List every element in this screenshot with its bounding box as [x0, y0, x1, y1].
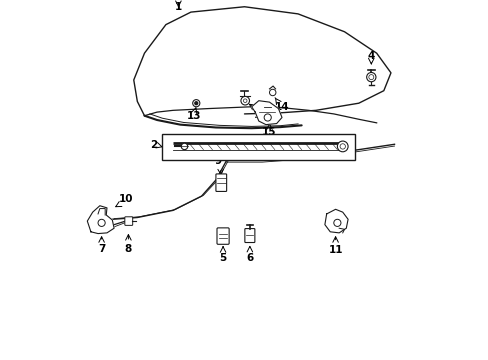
- Circle shape: [337, 141, 347, 152]
- Text: 15: 15: [262, 127, 276, 137]
- FancyBboxPatch shape: [217, 228, 229, 244]
- Polygon shape: [87, 206, 114, 234]
- Text: 2: 2: [150, 140, 157, 150]
- Circle shape: [243, 99, 246, 103]
- Circle shape: [194, 102, 197, 105]
- Text: 10: 10: [119, 194, 133, 204]
- Text: 13: 13: [187, 111, 202, 121]
- FancyBboxPatch shape: [244, 229, 254, 243]
- Bar: [162, 134, 354, 160]
- Circle shape: [264, 114, 271, 121]
- Text: 4: 4: [367, 51, 374, 61]
- Text: 14: 14: [274, 102, 289, 112]
- Text: 5: 5: [219, 253, 226, 263]
- Circle shape: [98, 219, 105, 226]
- Circle shape: [241, 96, 249, 105]
- Text: 11: 11: [327, 245, 342, 255]
- Text: 8: 8: [124, 244, 132, 254]
- Text: 3: 3: [166, 148, 174, 158]
- Circle shape: [339, 144, 345, 149]
- Text: 7: 7: [98, 244, 105, 254]
- FancyBboxPatch shape: [216, 174, 226, 192]
- Circle shape: [181, 143, 187, 150]
- Polygon shape: [324, 209, 347, 233]
- Text: 9: 9: [214, 156, 222, 166]
- Circle shape: [192, 100, 200, 107]
- Text: 12: 12: [253, 110, 267, 120]
- Polygon shape: [251, 101, 282, 125]
- Circle shape: [368, 75, 373, 80]
- Text: 1: 1: [174, 2, 182, 12]
- Text: 6: 6: [246, 253, 253, 263]
- Circle shape: [269, 89, 275, 96]
- FancyBboxPatch shape: [124, 217, 132, 225]
- Circle shape: [366, 72, 375, 82]
- Circle shape: [333, 219, 340, 226]
